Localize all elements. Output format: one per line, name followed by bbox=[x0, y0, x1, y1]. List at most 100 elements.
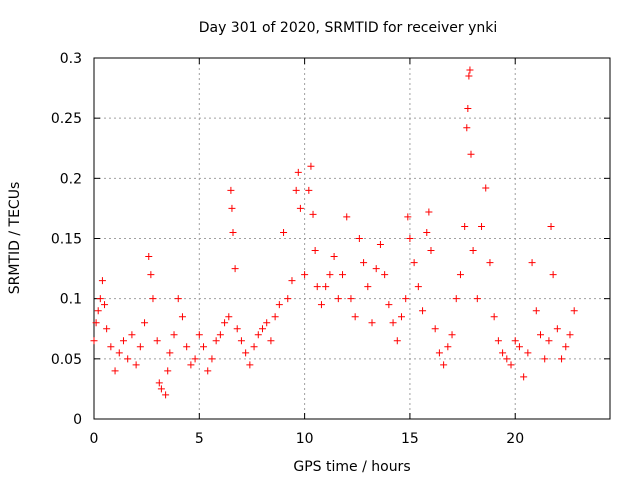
y-tick-label: 0.05 bbox=[51, 352, 82, 368]
x-axis-label: GPS time / hours bbox=[293, 459, 410, 475]
data-point bbox=[284, 295, 292, 303]
data-point bbox=[461, 222, 469, 230]
data-point bbox=[515, 343, 523, 351]
data-point bbox=[547, 222, 555, 230]
data-point bbox=[520, 373, 528, 381]
data-point bbox=[406, 235, 414, 242]
data-point bbox=[419, 307, 427, 315]
data-point bbox=[294, 168, 302, 176]
data-point bbox=[305, 186, 313, 194]
data-point bbox=[254, 331, 262, 339]
y-tick-label: 0.25 bbox=[51, 111, 82, 127]
data-point bbox=[229, 228, 237, 236]
data-point bbox=[242, 349, 250, 357]
data-point bbox=[263, 319, 271, 327]
data-point bbox=[381, 271, 389, 279]
data-point bbox=[326, 271, 334, 279]
axis-ticks: 0 5 10 15 20 0 0.05 0.1 0.15 0.2 0.25 0.3 bbox=[51, 51, 610, 447]
data-point bbox=[96, 295, 104, 303]
data-point bbox=[423, 228, 431, 236]
data-point bbox=[528, 259, 536, 267]
data-point bbox=[456, 271, 464, 279]
data-point bbox=[427, 247, 435, 255]
data-point bbox=[410, 259, 418, 267]
data-point bbox=[195, 331, 203, 339]
chart-title: Day 301 of 2020, SRMTID for receiver ynk… bbox=[199, 20, 498, 36]
data-point bbox=[425, 208, 433, 216]
data-point bbox=[463, 124, 471, 132]
data-point bbox=[301, 271, 309, 279]
data-point bbox=[90, 337, 98, 345]
data-point bbox=[250, 343, 258, 351]
data-point bbox=[355, 235, 363, 242]
data-point bbox=[414, 283, 422, 291]
data-point bbox=[499, 349, 507, 357]
data-point bbox=[389, 319, 397, 327]
data-point bbox=[372, 265, 380, 273]
data-point bbox=[267, 337, 275, 345]
data-point bbox=[553, 325, 561, 333]
data-point bbox=[469, 247, 477, 255]
data-point bbox=[149, 295, 157, 303]
data-point bbox=[275, 301, 283, 309]
data-point bbox=[191, 355, 199, 363]
data-point bbox=[466, 66, 474, 74]
y-tick-label: 0.15 bbox=[51, 232, 82, 248]
data-point bbox=[541, 355, 549, 363]
x-tick-label: 5 bbox=[195, 431, 204, 447]
grid bbox=[94, 58, 610, 419]
data-point bbox=[166, 349, 174, 357]
data-point bbox=[486, 259, 494, 267]
data-point bbox=[227, 186, 235, 194]
data-point bbox=[532, 307, 540, 315]
data-point bbox=[309, 210, 317, 218]
data-point bbox=[393, 337, 401, 345]
data-point bbox=[145, 253, 153, 261]
data-point bbox=[124, 355, 132, 363]
data-point bbox=[448, 331, 456, 339]
data-point bbox=[187, 361, 195, 369]
data-point bbox=[155, 379, 163, 387]
x-tick-label: 20 bbox=[506, 431, 524, 447]
data-point bbox=[128, 331, 136, 339]
data-point bbox=[258, 325, 266, 333]
data-point bbox=[397, 313, 405, 321]
data-point bbox=[183, 343, 191, 351]
data-point bbox=[376, 241, 384, 249]
data-point bbox=[330, 253, 338, 261]
data-point bbox=[465, 72, 473, 80]
data-point bbox=[119, 337, 127, 345]
data-point bbox=[280, 228, 288, 236]
data-point bbox=[464, 105, 472, 113]
data-point bbox=[136, 343, 144, 351]
data-point bbox=[334, 295, 342, 303]
data-point bbox=[503, 355, 511, 363]
data-point bbox=[311, 247, 319, 255]
data-point bbox=[296, 204, 304, 212]
data-point bbox=[103, 325, 111, 333]
data-point bbox=[147, 271, 155, 279]
data-point bbox=[221, 319, 229, 327]
data-point bbox=[347, 295, 355, 303]
y-tick-label: 0 bbox=[73, 412, 82, 428]
data-point bbox=[558, 355, 566, 363]
data-point bbox=[385, 301, 393, 309]
data-point bbox=[322, 283, 330, 291]
data-point bbox=[351, 313, 359, 321]
data-point bbox=[216, 331, 224, 339]
data-point bbox=[98, 277, 106, 285]
data-point bbox=[94, 307, 102, 315]
data-point bbox=[404, 213, 412, 221]
x-tick-label: 10 bbox=[296, 431, 314, 447]
data-point bbox=[115, 349, 123, 357]
data-point bbox=[212, 337, 220, 345]
data-point bbox=[153, 337, 161, 345]
data-point bbox=[111, 367, 119, 375]
data-point bbox=[132, 361, 140, 369]
data-point bbox=[292, 186, 300, 194]
y-tick-label: 0.2 bbox=[60, 171, 82, 187]
data-point bbox=[549, 271, 557, 279]
data-point bbox=[494, 337, 502, 345]
data-point bbox=[545, 337, 553, 345]
data-point bbox=[360, 259, 368, 267]
